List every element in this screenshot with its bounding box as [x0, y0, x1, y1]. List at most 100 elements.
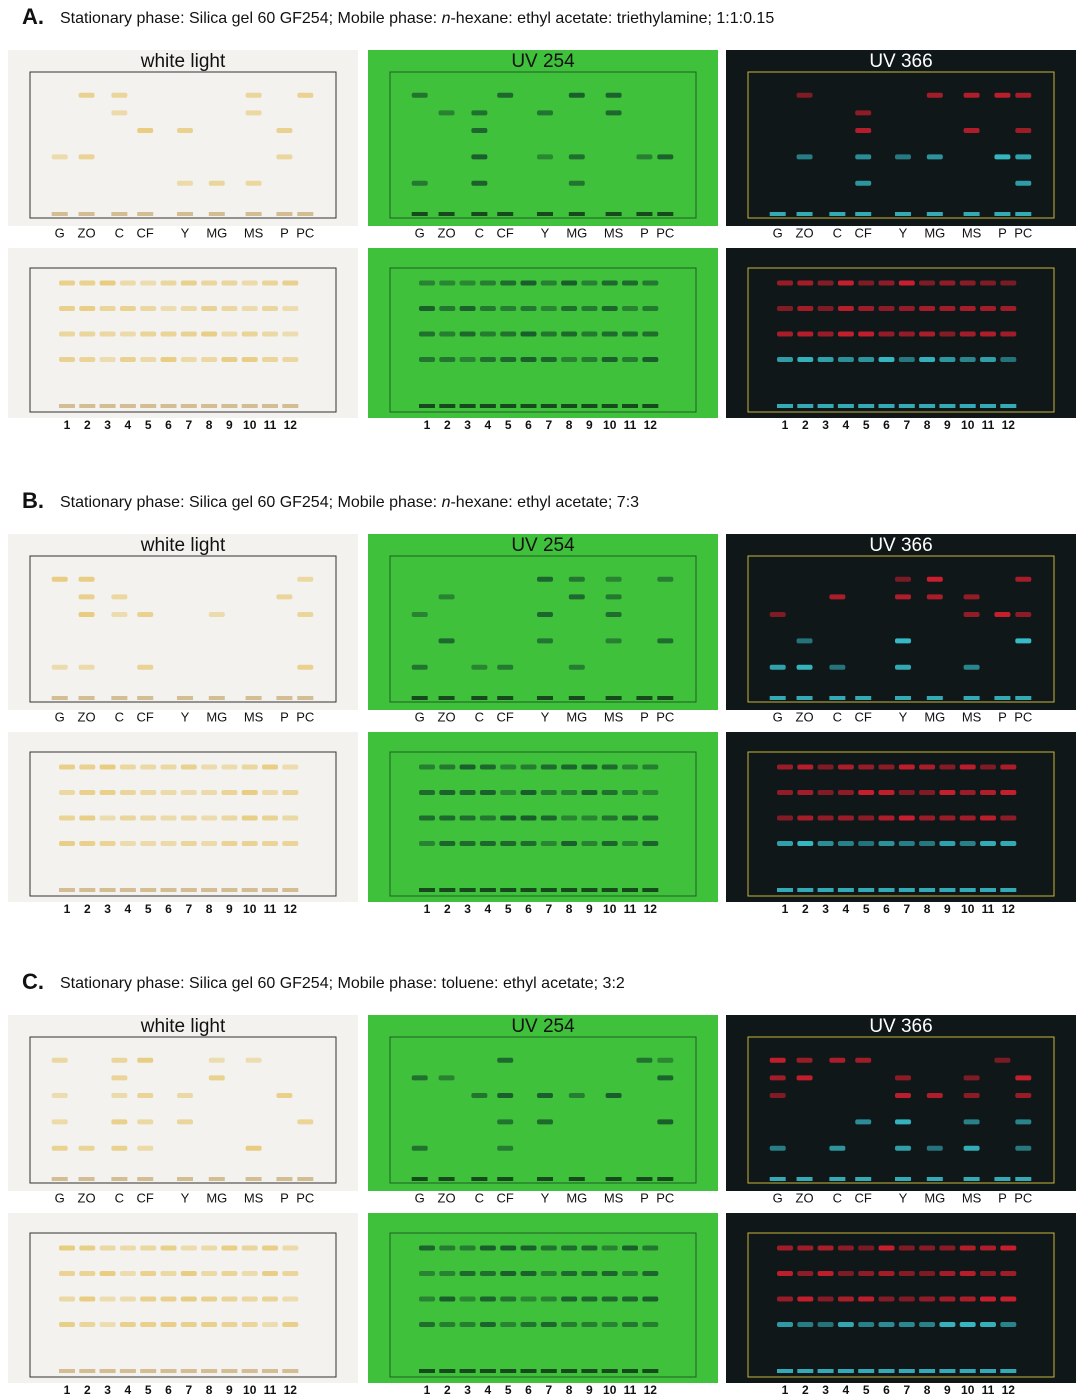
spot: [59, 357, 75, 362]
spot: [980, 332, 996, 337]
spot: [797, 281, 813, 286]
sample-number: 4: [485, 902, 492, 916]
spot: [569, 154, 585, 159]
spot: [242, 1271, 258, 1276]
origin-band: [120, 404, 136, 408]
origin-band: [606, 696, 622, 700]
spot: [895, 154, 911, 159]
spot: [964, 1093, 980, 1098]
spot: [879, 765, 895, 770]
spot: [242, 332, 258, 337]
spot: [439, 1075, 455, 1080]
spot: [59, 306, 75, 311]
spot: [777, 357, 793, 362]
spot: [412, 1075, 428, 1080]
sample-number: 2: [802, 418, 809, 432]
lane-label: P: [280, 709, 289, 724]
spot: [569, 181, 585, 186]
origin-band: [797, 696, 813, 700]
spot: [858, 790, 874, 795]
spot: [282, 1271, 298, 1276]
spot: [262, 790, 278, 795]
origin-band: [797, 404, 813, 408]
spot: [581, 790, 597, 795]
origin-band: [1015, 212, 1031, 216]
spot: [939, 765, 955, 770]
lane-label: MS: [244, 225, 264, 240]
spot: [561, 816, 577, 821]
spot: [561, 306, 577, 311]
tlc-plate: [8, 50, 358, 226]
sample-number: 8: [206, 418, 213, 432]
spot: [657, 638, 673, 643]
lane-label: C: [115, 225, 124, 240]
lane-label: CF: [855, 1190, 872, 1205]
spot: [777, 841, 793, 846]
origin-band: [480, 1369, 496, 1373]
spot: [460, 332, 476, 337]
sample-number: 9: [586, 1383, 593, 1394]
spot: [59, 332, 75, 337]
spot: [964, 1119, 980, 1124]
spot: [209, 1058, 225, 1063]
lane-label: Y: [181, 709, 190, 724]
origin-band: [879, 404, 895, 408]
spot: [52, 1093, 68, 1098]
spot: [140, 357, 156, 362]
origin-band: [919, 1369, 935, 1373]
spot: [964, 128, 980, 133]
origin-band: [1015, 696, 1031, 700]
spot: [460, 1297, 476, 1302]
spot: [838, 357, 854, 362]
sample-number: 5: [145, 902, 152, 916]
spot: [581, 357, 597, 362]
sample-number: 1: [64, 902, 71, 916]
origin-band: [581, 1369, 597, 1373]
origin-band: [829, 212, 845, 216]
origin-band: [276, 212, 292, 216]
origin-band: [1000, 404, 1016, 408]
spot: [899, 306, 915, 311]
sample-number: 10: [603, 418, 617, 432]
origin-band: [602, 404, 618, 408]
sample-number: 6: [165, 418, 172, 432]
spot: [581, 1271, 597, 1276]
spot: [262, 816, 278, 821]
spot: [500, 1297, 516, 1302]
spot: [181, 1297, 197, 1302]
sample-number: 4: [125, 418, 132, 432]
sample-number: 2: [802, 1383, 809, 1394]
spot: [439, 841, 455, 846]
spot: [1000, 816, 1016, 821]
spot: [581, 306, 597, 311]
spot: [879, 332, 895, 337]
sample-number: 4: [843, 1383, 850, 1394]
spot: [242, 281, 258, 286]
origin-band: [858, 404, 874, 408]
spot: [797, 841, 813, 846]
origin-band: [111, 1177, 127, 1181]
spot: [1015, 1093, 1031, 1098]
spot: [855, 154, 871, 159]
sample-number: 1: [64, 418, 71, 432]
spot: [642, 306, 658, 311]
spot: [561, 841, 577, 846]
spot: [276, 154, 292, 159]
spot: [797, 357, 813, 362]
spot: [439, 594, 455, 599]
origin-band: [980, 404, 996, 408]
spot: [569, 93, 585, 98]
origin-band: [282, 1369, 298, 1373]
origin-band: [1000, 1369, 1016, 1373]
spot: [919, 841, 935, 846]
spot: [419, 841, 435, 846]
lane-label: Y: [541, 1190, 550, 1205]
origin-band: [939, 404, 955, 408]
lane-label: PC: [296, 1190, 314, 1205]
spot: [79, 306, 95, 311]
origin-band: [797, 1177, 813, 1181]
sample-number: 12: [1002, 418, 1016, 432]
spot: [52, 1058, 68, 1063]
spot: [412, 612, 428, 617]
spot: [622, 1322, 638, 1327]
